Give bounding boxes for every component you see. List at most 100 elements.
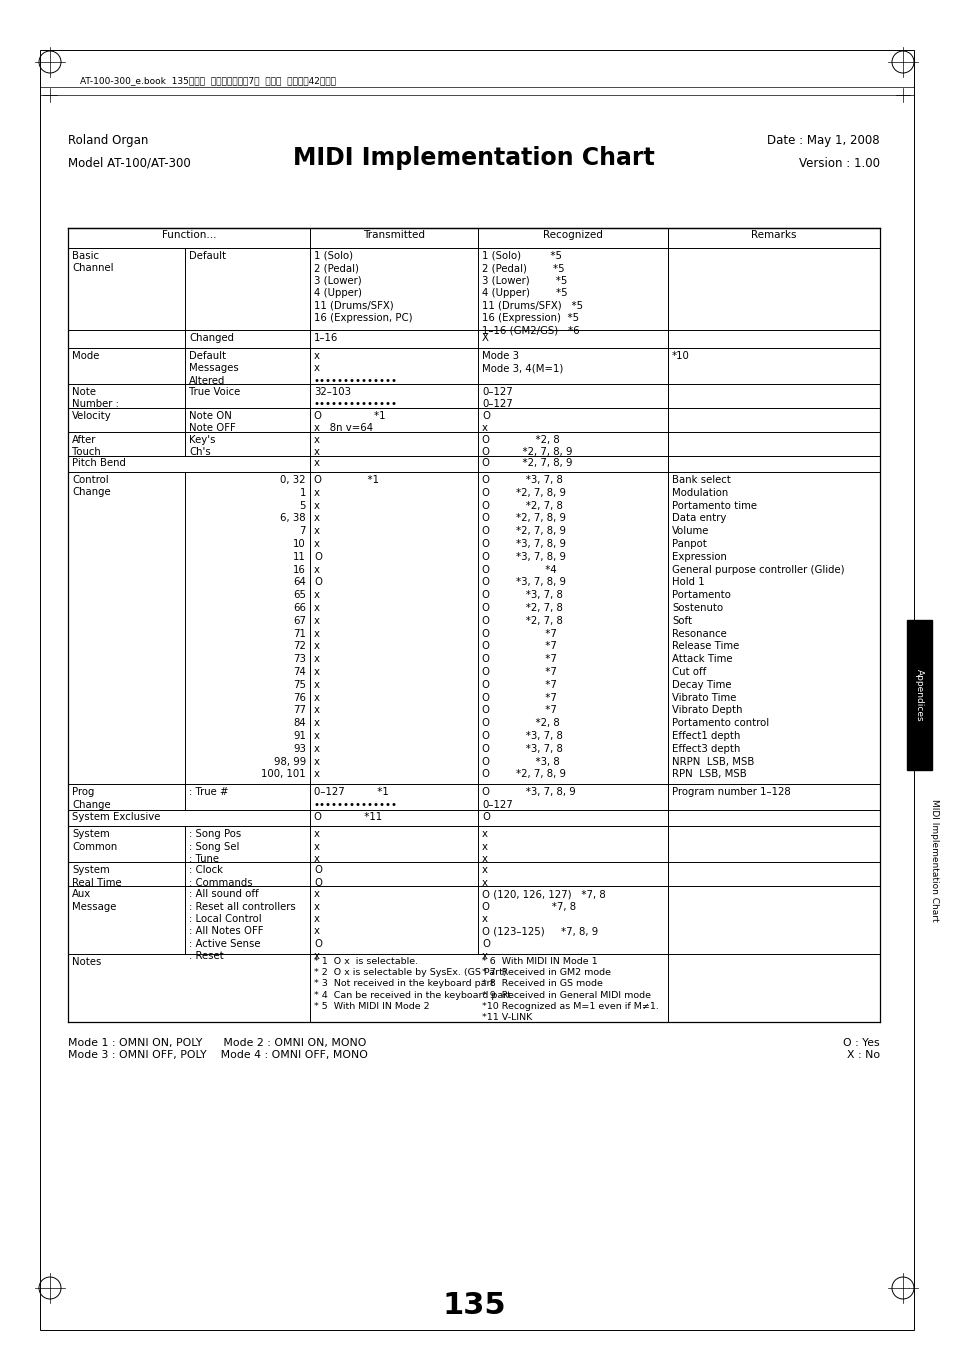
Text: Changed: Changed bbox=[189, 332, 233, 343]
Bar bbox=[906, 620, 931, 770]
Text: O        *2, 7, 8, 9: O *2, 7, 8, 9 bbox=[481, 770, 565, 780]
Text: O        *3, 7, 8, 9: O *3, 7, 8, 9 bbox=[481, 539, 565, 549]
Text: Vibrato Time: Vibrato Time bbox=[671, 693, 736, 703]
Text: X: X bbox=[481, 332, 488, 343]
Text: System
Real Time: System Real Time bbox=[71, 865, 121, 888]
Text: 0, 32: 0, 32 bbox=[280, 476, 306, 485]
Text: O : Yes: O : Yes bbox=[842, 1038, 879, 1048]
Text: O (120, 126, 127)   *7, 8
O                   *7, 8
x
O (123–125)     *7, 8, 9
O: O (120, 126, 127) *7, 8 O *7, 8 x O (123… bbox=[481, 889, 605, 961]
Text: Remarks: Remarks bbox=[750, 230, 796, 240]
Text: Control
Change: Control Change bbox=[71, 476, 111, 497]
Text: Default
Messages
Altered: Default Messages Altered bbox=[189, 351, 238, 386]
Text: : Song Pos
: Song Sel
: Tune: : Song Pos : Song Sel : Tune bbox=[189, 830, 241, 865]
Text: x: x bbox=[314, 770, 319, 780]
Text: x: x bbox=[314, 642, 319, 651]
Text: Aux
Message: Aux Message bbox=[71, 889, 116, 912]
Text: Panpot: Panpot bbox=[671, 539, 706, 549]
Text: 91: 91 bbox=[293, 731, 306, 740]
Text: RPN  LSB, MSB: RPN LSB, MSB bbox=[671, 770, 746, 780]
Text: O        *3, 7, 8, 9: O *3, 7, 8, 9 bbox=[481, 551, 565, 562]
Text: Decay Time: Decay Time bbox=[671, 680, 731, 690]
Text: 75: 75 bbox=[293, 680, 306, 690]
Text: Roland Organ: Roland Organ bbox=[68, 134, 149, 147]
Text: 73: 73 bbox=[293, 654, 306, 665]
Text: Date : May 1, 2008: Date : May 1, 2008 bbox=[766, 134, 879, 147]
Text: Vibrato Depth: Vibrato Depth bbox=[671, 705, 741, 716]
Text: x: x bbox=[314, 628, 319, 639]
Text: 32–103
••••••••••••••: 32–103 •••••••••••••• bbox=[314, 386, 397, 409]
Text: System
Common: System Common bbox=[71, 830, 117, 851]
Text: Function...: Function... bbox=[162, 230, 216, 240]
Text: Bank select: Bank select bbox=[671, 476, 730, 485]
Text: Release Time: Release Time bbox=[671, 642, 739, 651]
Text: O        *2, 7, 8, 9: O *2, 7, 8, 9 bbox=[481, 488, 565, 497]
Text: O           *2, 7, 8: O *2, 7, 8 bbox=[481, 603, 562, 613]
Text: x: x bbox=[314, 565, 319, 574]
Text: x: x bbox=[314, 458, 319, 467]
Text: x: x bbox=[314, 590, 319, 600]
Text: 77: 77 bbox=[293, 705, 306, 716]
Text: Portamento control: Portamento control bbox=[671, 719, 768, 728]
Text: 74: 74 bbox=[293, 667, 306, 677]
Text: O
O: O O bbox=[314, 865, 322, 888]
Text: NRPN  LSB, MSB: NRPN LSB, MSB bbox=[671, 757, 754, 766]
Text: O: O bbox=[481, 812, 490, 823]
Text: O                 *7: O *7 bbox=[481, 680, 557, 690]
Text: 11: 11 bbox=[293, 551, 306, 562]
Text: 0–127
0–127: 0–127 0–127 bbox=[481, 386, 512, 409]
Text: Note
Number :: Note Number : bbox=[71, 386, 119, 409]
Text: x: x bbox=[314, 719, 319, 728]
Text: x: x bbox=[314, 744, 319, 754]
Text: O             *11: O *11 bbox=[314, 812, 382, 823]
Text: x: x bbox=[314, 513, 319, 523]
Text: O        *2, 7, 8, 9: O *2, 7, 8, 9 bbox=[481, 513, 565, 523]
Text: O           *3, 7, 8, 9
0–127: O *3, 7, 8, 9 0–127 bbox=[481, 788, 576, 809]
Text: Portamento: Portamento bbox=[671, 590, 730, 600]
Text: O                 *7: O *7 bbox=[481, 654, 557, 665]
Text: 10: 10 bbox=[293, 539, 306, 549]
Text: 76: 76 bbox=[293, 693, 306, 703]
Text: O
x: O x bbox=[481, 411, 490, 434]
Text: 98, 99: 98, 99 bbox=[274, 757, 306, 766]
Text: x: x bbox=[314, 488, 319, 497]
Text: x: x bbox=[314, 731, 319, 740]
Text: System Exclusive: System Exclusive bbox=[71, 812, 160, 823]
Text: x: x bbox=[314, 603, 319, 613]
Text: 1: 1 bbox=[299, 488, 306, 497]
Text: x: x bbox=[314, 654, 319, 665]
Text: 84: 84 bbox=[293, 719, 306, 728]
Text: O: O bbox=[314, 551, 322, 562]
Text: Expression: Expression bbox=[671, 551, 726, 562]
Text: O        *3, 7, 8, 9: O *3, 7, 8, 9 bbox=[481, 577, 565, 588]
Text: 0–127          *1
••••••••••••••: 0–127 *1 •••••••••••••• bbox=[314, 788, 397, 809]
Text: 65: 65 bbox=[293, 590, 306, 600]
Text: 64: 64 bbox=[293, 577, 306, 588]
Text: : True #: : True # bbox=[189, 788, 229, 797]
Text: Volume: Volume bbox=[671, 526, 709, 536]
Text: Sostenuto: Sostenuto bbox=[671, 603, 722, 613]
Text: x: x bbox=[314, 705, 319, 716]
Text: 71: 71 bbox=[293, 628, 306, 639]
Text: Basic
Channel: Basic Channel bbox=[71, 251, 113, 273]
Text: MIDI Implementation Chart: MIDI Implementation Chart bbox=[293, 146, 654, 170]
Text: O              *3, 8: O *3, 8 bbox=[481, 757, 559, 766]
Text: AT-100-300_e.book  135ページ  ２００８年５月7日  水曜日  午後３時42３３分: AT-100-300_e.book 135ページ ２００８年５月7日 水曜日 午… bbox=[80, 76, 335, 85]
Text: O           *2, 7, 8: O *2, 7, 8 bbox=[481, 501, 562, 511]
Text: X : No: X : No bbox=[846, 1050, 879, 1061]
Text: Model AT-100/AT-300: Model AT-100/AT-300 bbox=[68, 157, 191, 170]
Text: 6, 38: 6, 38 bbox=[280, 513, 306, 523]
Text: 16: 16 bbox=[293, 565, 306, 574]
Text: Key's
Ch's: Key's Ch's bbox=[189, 435, 215, 458]
Text: O           *2, 7, 8: O *2, 7, 8 bbox=[481, 616, 562, 626]
Text: 93: 93 bbox=[293, 744, 306, 754]
Text: O              *2, 8
O          *2, 7, 8, 9: O *2, 8 O *2, 7, 8, 9 bbox=[481, 435, 572, 458]
Text: MIDI Implementation Chart: MIDI Implementation Chart bbox=[929, 798, 939, 921]
Text: x
x
x: x x x bbox=[314, 830, 319, 865]
Text: O           *3, 7, 8: O *3, 7, 8 bbox=[481, 744, 562, 754]
Text: Program number 1–128: Program number 1–128 bbox=[671, 788, 790, 797]
Text: : All sound off
: Reset all controllers
: Local Control
: All Notes OFF
: Active: : All sound off : Reset all controllers … bbox=[189, 889, 295, 961]
Text: Velocity: Velocity bbox=[71, 411, 112, 422]
Text: After
Touch: After Touch bbox=[71, 435, 101, 458]
Text: Default: Default bbox=[189, 251, 226, 261]
Text: O        *2, 7, 8, 9: O *2, 7, 8, 9 bbox=[481, 526, 565, 536]
